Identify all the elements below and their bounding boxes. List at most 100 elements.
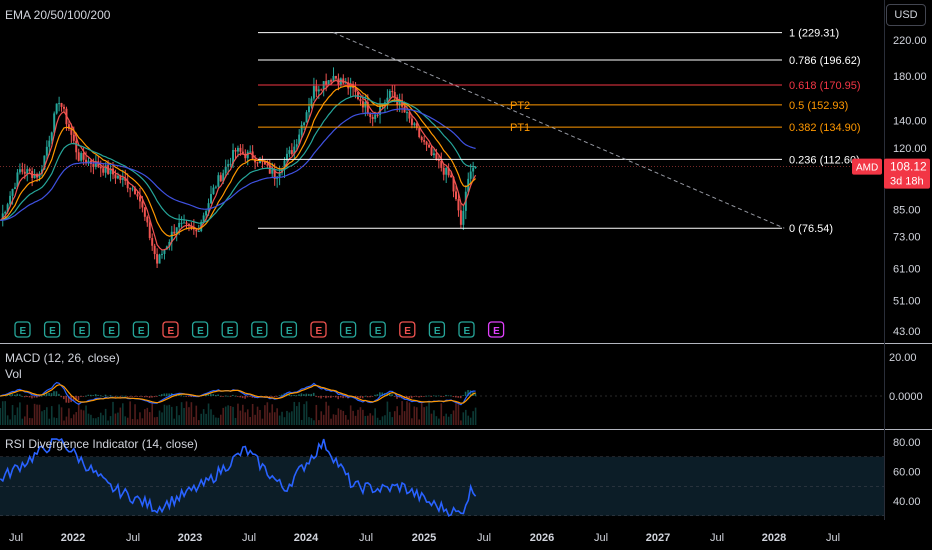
volume-bar [251, 403, 254, 425]
candle-body [234, 150, 237, 152]
macd-histogram-bar [102, 395, 104, 397]
candle-body [119, 175, 122, 180]
candle-body [457, 199, 460, 211]
candle-body [469, 171, 472, 179]
macd-histogram-bar [75, 396, 77, 401]
macd-histogram-bar [156, 396, 158, 397]
macd-histogram-bar [474, 393, 477, 396]
earnings-icon [458, 321, 475, 338]
candle-body [312, 86, 315, 99]
macd-histogram-bar [442, 396, 445, 397]
earnings-icon-label: E [49, 326, 56, 337]
macd-histogram-bar [87, 394, 90, 396]
volume-bar [278, 415, 281, 425]
volume-bar [325, 401, 327, 425]
volume-bar [205, 413, 207, 425]
volume-bar [68, 408, 70, 425]
volume-bar [452, 410, 455, 425]
volume-bar [212, 414, 215, 425]
earnings-icon-label: E [286, 326, 293, 337]
candle-body [391, 90, 394, 93]
earnings-icon-label: E [138, 326, 145, 337]
volume-bar [195, 405, 198, 425]
volume-bar [1, 401, 4, 425]
volume-bar [457, 401, 460, 425]
volume-bar [371, 415, 374, 425]
candle-body [224, 166, 227, 174]
macd-panel-title: MACD (12, 26, close) [5, 351, 120, 365]
candle-body [432, 153, 435, 156]
macd-histogram-bar [308, 393, 310, 396]
volume-bar [430, 413, 433, 425]
earnings-icon [428, 321, 446, 338]
candle-body [308, 106, 310, 113]
volume-bar [403, 411, 406, 425]
candle-body [141, 201, 144, 208]
candle-body [99, 166, 102, 169]
volume-bar [259, 409, 261, 425]
macd-histogram-bar [440, 396, 442, 397]
macd-histogram-bar [425, 395, 428, 397]
macd-histogram-bar [455, 396, 457, 398]
candle-body [21, 169, 24, 172]
volume-bar [38, 404, 41, 425]
macd-histogram-bar [369, 396, 371, 398]
volume-bar [193, 416, 195, 425]
candle-body [293, 146, 296, 154]
volume-bar [146, 407, 149, 425]
volume-bar [347, 419, 349, 425]
candle-body [408, 112, 411, 119]
macd-histogram-bar [227, 395, 229, 397]
volume-bar [256, 406, 259, 425]
macd-histogram-bar [281, 394, 283, 396]
currency-button[interactable]: USD [886, 4, 926, 26]
macd-histogram-bar [138, 396, 141, 397]
candle-body [185, 222, 188, 224]
macd-histogram-bar [229, 396, 232, 397]
macd-histogram-bar [224, 395, 227, 397]
candle-body [295, 144, 298, 147]
candle-body [175, 227, 178, 234]
candle-body [236, 147, 239, 152]
macd-histogram-bar [278, 395, 281, 397]
macd-histogram-bar [413, 396, 415, 397]
macd-histogram-bar [457, 396, 460, 398]
candle-body [285, 153, 288, 161]
earnings-icon-label: E [79, 326, 86, 337]
volume-bar [398, 415, 401, 425]
ema200-line [0, 108, 476, 221]
macd-histogram-bar [288, 393, 290, 396]
candle-body [48, 140, 51, 147]
volume-bar [0, 407, 2, 425]
candle-body [77, 152, 80, 161]
volume-bar [337, 408, 340, 425]
macd-histogram-bar [239, 396, 241, 398]
candle-body [462, 210, 465, 225]
macd-histogram-bar [214, 395, 217, 396]
earnings-icon [339, 321, 357, 338]
macd-histogram-bar [450, 395, 452, 397]
macd-histogram-bar [342, 396, 344, 399]
symbol-tag-label: AMD [856, 163, 878, 174]
candle-body [151, 238, 154, 246]
volume-bar [80, 409, 82, 425]
earnings-icon-label: E [20, 326, 27, 337]
candle-body [75, 140, 78, 153]
volume-bar [411, 418, 413, 425]
macd-histogram-bar [165, 393, 168, 396]
macd-histogram-bar [178, 394, 180, 396]
rsi-panel-title: RSI Divergence Indicator (14, close) [5, 437, 198, 451]
candle-body [97, 161, 100, 167]
candle-body [104, 165, 107, 173]
macd-histogram-bar [266, 396, 268, 397]
candle-body [455, 191, 457, 200]
volume-bar [14, 415, 16, 425]
macd-histogram-bar [246, 396, 249, 398]
macd-tick-label: 0.0000 [889, 391, 923, 403]
candle-body [315, 86, 318, 92]
price-tick-label: 51.00 [893, 296, 921, 308]
candle-body [259, 159, 261, 164]
volume-bar [188, 407, 190, 425]
